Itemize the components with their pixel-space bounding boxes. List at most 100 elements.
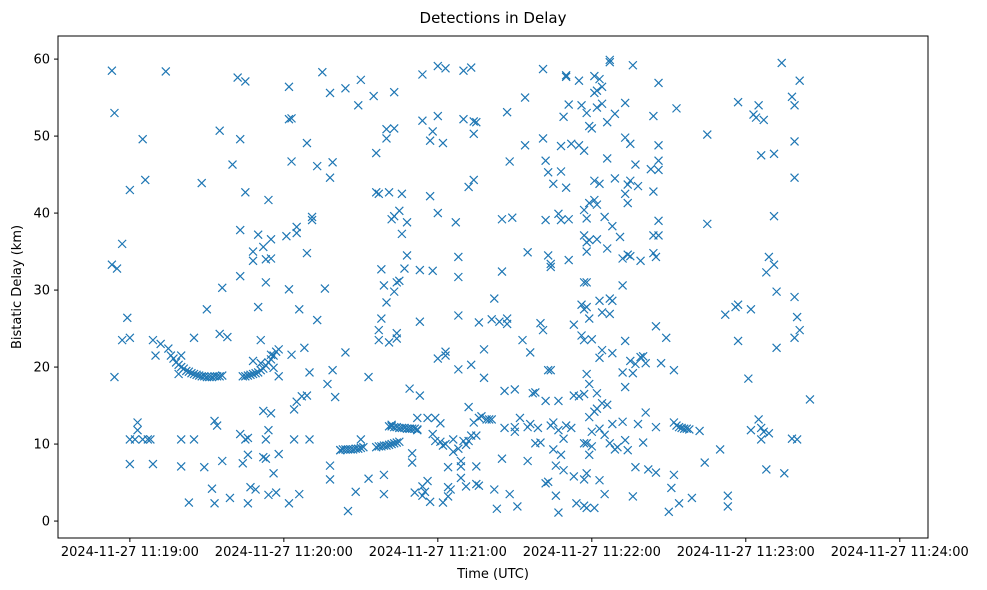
data-point [733, 300, 743, 310]
data-point [607, 296, 617, 306]
data-point [382, 124, 391, 134]
data-point [433, 354, 443, 364]
data-point [574, 391, 584, 401]
data-point [374, 335, 384, 345]
data-point [528, 388, 538, 398]
data-point [507, 213, 517, 223]
data-point [394, 276, 404, 286]
data-point [584, 198, 594, 208]
data-point [602, 153, 612, 163]
data-point [387, 439, 397, 449]
data-point [392, 334, 402, 344]
data-point [633, 419, 643, 429]
data-point [453, 311, 463, 320]
data-point [325, 173, 335, 183]
data-point [584, 379, 594, 389]
data-point [613, 442, 622, 452]
data-point [464, 436, 474, 446]
data-point [140, 175, 150, 185]
data-point [225, 493, 235, 503]
data-point [248, 256, 258, 266]
data-point [715, 445, 725, 454]
data-point [790, 100, 799, 110]
data-point [307, 212, 317, 222]
data-point [548, 418, 558, 427]
data-point [243, 450, 253, 460]
data-point [400, 264, 409, 273]
data-point [636, 352, 645, 362]
data-point [258, 452, 268, 462]
data-point [641, 408, 651, 417]
data-point [412, 425, 422, 434]
plot-frame [57, 35, 929, 539]
data-point [551, 491, 561, 501]
data-point [287, 350, 296, 360]
data-point [453, 252, 463, 262]
data-point [543, 251, 553, 260]
data-point [330, 392, 340, 402]
data-point [410, 424, 420, 434]
data-point [266, 254, 276, 263]
data-point [554, 209, 563, 219]
data-point [261, 435, 271, 444]
data-point [246, 370, 255, 380]
data-point [474, 413, 484, 423]
data-point [469, 175, 479, 185]
data-point [125, 185, 135, 195]
data-point [374, 189, 384, 199]
data-point [561, 421, 571, 431]
data-point [587, 334, 597, 344]
data-point [554, 396, 563, 406]
data-point [618, 254, 628, 263]
data-point [561, 72, 571, 82]
data-point [759, 115, 769, 125]
data-point [723, 502, 733, 511]
data-point [792, 435, 802, 444]
data-point [623, 445, 633, 455]
data-point [530, 388, 540, 397]
data-point [733, 97, 743, 107]
data-point [548, 179, 558, 189]
data-point [541, 396, 551, 406]
data-point [418, 491, 427, 501]
data-point [582, 369, 592, 379]
data-point [584, 450, 594, 460]
data-point [631, 462, 640, 472]
data-point [415, 391, 425, 400]
data-point [240, 435, 250, 444]
data-point [620, 336, 630, 346]
data-point [623, 198, 633, 208]
data-point [641, 358, 651, 368]
data-point [312, 315, 322, 325]
data-point [687, 493, 697, 503]
data-point [438, 138, 448, 148]
data-point [181, 366, 191, 376]
data-point [464, 402, 474, 412]
data-point [189, 369, 199, 379]
data-point [443, 491, 453, 501]
data-point [589, 71, 599, 81]
data-point [325, 461, 335, 471]
data-point [133, 425, 142, 435]
data-point [620, 133, 630, 143]
data-point [597, 398, 607, 408]
data-point [389, 438, 399, 448]
data-point [428, 266, 438, 276]
data-point [669, 365, 679, 375]
data-point [256, 335, 266, 345]
data-point [402, 217, 412, 227]
data-point [525, 419, 535, 429]
data-point [382, 133, 391, 143]
data-point [674, 498, 684, 508]
x-tick-label: 2024-11-27 11:19:00 [61, 545, 199, 560]
data-point [618, 368, 628, 377]
data-point [397, 229, 407, 239]
data-point [592, 103, 602, 113]
data-point [559, 434, 568, 444]
data-point [682, 424, 692, 434]
data-point [248, 356, 258, 366]
data-point [235, 271, 245, 281]
data-point [751, 113, 761, 123]
data-point [210, 498, 219, 508]
data-point [654, 216, 663, 226]
